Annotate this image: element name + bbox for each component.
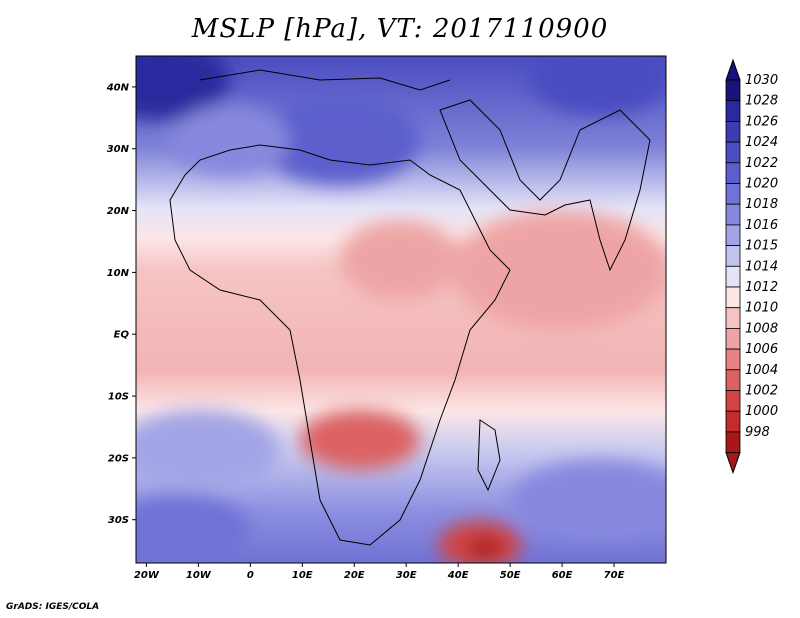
lon-tick-label: 50E	[500, 570, 521, 581]
colorbar-bottom-arrow	[725, 452, 741, 475]
colorbar-label: 1002	[745, 384, 778, 399]
grads-credit: GrADS: IGES/COLA	[6, 602, 100, 612]
coastlines	[169, 69, 651, 546]
lon-tick-label: 60E	[552, 570, 573, 581]
lon-tick-label: 0	[247, 570, 254, 581]
map-title: MSLP [hPa], VT: 2017110900	[191, 14, 609, 44]
colorbar-label: 1000	[745, 404, 778, 419]
colorbar-segment	[725, 183, 741, 205]
colorbar-segment	[725, 265, 741, 288]
lon-tick-label: 70E	[604, 570, 625, 581]
colorbar-segment	[725, 327, 741, 350]
colorbar-segment	[725, 224, 741, 246]
longitude-axis: 20W 10W 0 10E 20E 30E 40E 50E 60E 70E	[134, 563, 625, 581]
lat-tick-label: 30S	[108, 515, 129, 526]
colorbar-label: 1010	[745, 301, 778, 316]
colorbar-label: 1018	[745, 197, 778, 212]
colorbar-label: 1008	[745, 321, 778, 336]
colorbar-segment	[725, 141, 741, 164]
colorbar-segment	[725, 390, 741, 412]
colorbar-segment	[725, 121, 741, 143]
colorbar-segment	[725, 348, 741, 371]
lon-tick-label: 10E	[292, 570, 313, 581]
lat-tick-label: 20S	[108, 453, 129, 464]
latitude-axis: 40N 30N 20N 10N EQ 10S 20S 30S	[106, 82, 136, 526]
lat-tick-label: EQ	[114, 330, 130, 341]
colorbar-segment	[725, 245, 741, 267]
pressure-field	[136, 56, 666, 563]
lat-tick-label: 10N	[107, 268, 130, 279]
colorbar-segment	[725, 203, 741, 226]
colorbar-segment	[725, 431, 741, 453]
colorbar-label: 1012	[745, 280, 778, 295]
colorbar-label: 1020	[745, 177, 778, 192]
lon-tick-label: 30E	[396, 570, 417, 581]
colorbar-segment	[725, 79, 741, 102]
lat-tick-label: 10S	[108, 392, 129, 403]
plot-frame	[135, 55, 667, 564]
colorbar-label: 1004	[745, 363, 778, 378]
colorbar-label: 1014	[745, 259, 778, 274]
colorbar-segment	[725, 162, 741, 184]
colorbar-segment	[725, 286, 741, 309]
colorbar-label: 1024	[745, 135, 778, 150]
colorbar-label: 1028	[745, 94, 778, 109]
colorbar-label: 1026	[745, 114, 778, 129]
colorbar: 1030 1028 1026 1024 1022 1020 1018 1016 1015 1014…	[725, 58, 778, 475]
colorbar-label: 1006	[745, 342, 778, 357]
lat-tick-label: 30N	[107, 144, 130, 155]
colorbar-segment	[725, 410, 741, 433]
colorbar-segment	[725, 307, 741, 329]
lon-tick-label: 10W	[186, 570, 212, 581]
lon-tick-label: 20E	[344, 570, 365, 581]
colorbar-segment	[725, 369, 741, 391]
colorbar-label: 1022	[745, 156, 778, 171]
colorbar-segment	[725, 100, 741, 122]
colorbar-label: 1015	[745, 239, 778, 254]
lon-tick-label: 20W	[134, 570, 160, 581]
colorbar-label: 1016	[745, 218, 778, 233]
lat-tick-label: 20N	[107, 206, 130, 217]
lon-tick-label: 40E	[447, 570, 469, 581]
colorbar-label: 1030	[745, 73, 778, 88]
lat-tick-label: 40N	[106, 82, 130, 93]
colorbar-label: 998	[745, 425, 770, 440]
colorbar-top-arrow	[725, 58, 741, 81]
